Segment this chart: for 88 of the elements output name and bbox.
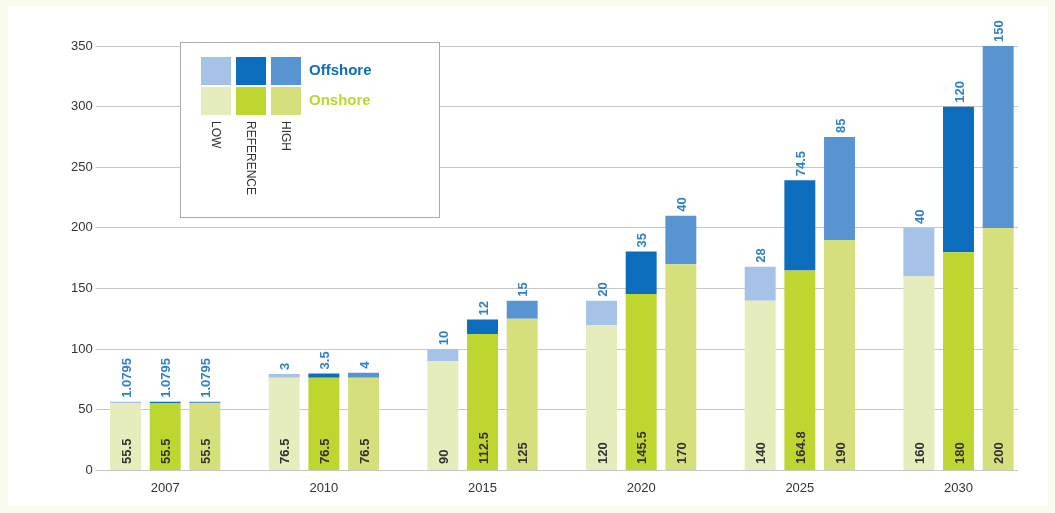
data-label: 10 [435,330,451,346]
bar [506,300,538,319]
data-label: 15 [515,282,531,297]
bar [744,300,776,470]
data-label: 28 [753,248,769,263]
bar [110,403,141,470]
data-label: 74.5 [792,150,808,177]
data-label: 170 [673,442,689,464]
y-tick-label: 150 [70,280,93,296]
data-label: 3 [277,362,293,370]
y-tick-label: 300 [70,98,93,114]
y-tick-label: 0 [85,461,93,477]
bar [506,318,538,470]
x-tick-label: 2015 [468,479,497,495]
bar [268,377,300,470]
data-label: 4 [356,360,372,369]
data-label: 145.5 [634,431,650,464]
bar [189,403,221,470]
data-label: 55.5 [197,438,213,464]
x-tick-label: 2030 [944,479,973,495]
bar [348,377,379,470]
x-tick-label: 2020 [626,479,656,495]
x-tick-label: 2025 [785,479,815,495]
legend-label: Offshore [309,61,372,78]
bar [427,349,459,362]
bar [744,266,776,301]
bar [467,333,498,470]
bar [427,361,459,470]
data-label: 140 [753,442,769,464]
bar [982,227,1014,470]
data-label: 190 [832,442,848,464]
data-label: 112.5 [475,432,491,464]
data-label: 55.5 [118,438,134,464]
annotation: HIGH [279,121,293,151]
data-label: 120 [594,442,610,464]
bar [308,377,340,470]
bar [784,180,816,271]
bar [467,319,498,334]
data-label: 180 [951,442,967,464]
bar [824,136,855,241]
bar [665,215,697,265]
y-tick-label: 200 [70,219,93,235]
bar [348,372,379,378]
data-label: 12 [475,300,491,316]
bar [943,106,974,253]
y-tick-label: 250 [70,158,93,174]
bar [586,300,617,325]
bar [903,227,935,277]
x-tick-label: 2010 [309,479,339,495]
data-label: 160 [911,442,927,464]
bar [268,374,300,378]
bar [625,293,657,470]
data-label: 3.5 [316,351,332,370]
y-tick-label: 100 [70,340,93,356]
data-label: 1.0795 [118,358,134,398]
data-label: 1.0795 [158,358,174,398]
bar [784,270,816,470]
bar [586,324,617,470]
data-label: 164.8 [792,431,808,464]
data-label: 35 [634,233,650,248]
data-label: 150 [991,20,1007,42]
bar [149,403,181,470]
data-label: 40 [911,209,927,224]
bar [665,264,697,470]
data-label: 120 [951,80,967,103]
data-label: 40 [673,197,689,212]
data-label: 76.5 [277,438,293,464]
data-label: 76.5 [316,438,332,464]
bar [982,46,1014,228]
data-label: 125 [515,442,531,464]
data-label: 200 [991,442,1007,464]
bar [625,251,657,294]
annotation: LOW [209,121,223,149]
bar [308,373,340,378]
data-label: 55.5 [158,438,174,464]
data-label: 85 [832,118,848,133]
y-tick-label: 350 [70,37,93,53]
annotation: REFERENCE [244,121,258,196]
data-label: 20 [594,282,610,297]
data-label: 1.0795 [197,358,213,398]
legend-label: Onshore [309,91,371,108]
data-label: 90 [435,449,451,464]
bar [903,276,935,470]
y-tick-label: 50 [78,401,93,417]
x-tick-label: 2007 [150,479,180,495]
data-label: 76.5 [356,438,372,464]
bar [824,240,855,470]
bar [943,252,974,470]
